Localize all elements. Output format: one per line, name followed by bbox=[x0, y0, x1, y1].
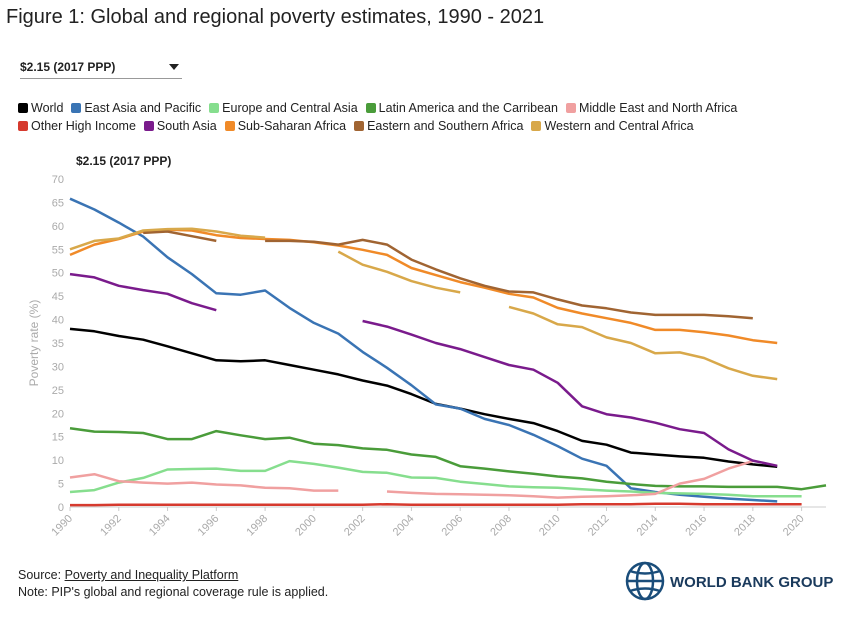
y-tick-label: 25 bbox=[52, 385, 64, 397]
series-line bbox=[69, 459, 802, 498]
y-tick-label: 70 bbox=[52, 174, 64, 186]
series-line bbox=[69, 227, 778, 381]
y-tick-label: 35 bbox=[52, 338, 64, 350]
legend-label: Latin America and the Carribean bbox=[378, 101, 558, 115]
legend-label: Western and Central Africa bbox=[544, 119, 694, 133]
logo: WORLD BANK GROUP bbox=[625, 561, 833, 601]
legend-label: South Asia bbox=[156, 119, 217, 133]
y-tick-label: 40 bbox=[52, 315, 64, 327]
x-tick-label: 1996 bbox=[196, 513, 222, 539]
y-tick-label: 65 bbox=[52, 197, 64, 209]
legend-swatch bbox=[18, 121, 28, 131]
series-line bbox=[69, 272, 778, 468]
legend: World East Asia and Pacific Europe and Cen… bbox=[18, 101, 788, 133]
x-tick-label: 1998 bbox=[244, 513, 270, 539]
series-line bbox=[143, 230, 753, 320]
x-tick-label: 1990 bbox=[49, 513, 75, 539]
y-axis-label: Poverty rate (%) bbox=[27, 300, 41, 387]
legend-item[interactable]: Other High Income bbox=[18, 119, 136, 133]
legend-swatch bbox=[71, 103, 82, 113]
x-tick-label: 2008 bbox=[488, 513, 514, 539]
y-tick-label: 55 bbox=[52, 244, 64, 256]
x-tick-label: 2006 bbox=[440, 513, 466, 539]
y-tick-label: 10 bbox=[52, 455, 64, 467]
series-line bbox=[69, 459, 754, 499]
x-tick-label: 1992 bbox=[98, 513, 124, 539]
legend-label: Europe and Central Asia bbox=[222, 101, 358, 115]
legend-label: Eastern and Southern Africa bbox=[367, 119, 524, 133]
legend-item[interactable]: Middle East and North Africa bbox=[565, 101, 738, 115]
x-tick-label: 2010 bbox=[537, 513, 563, 539]
chart: 0 5 10 15 20 25 30 35 40 45 50 55 60 65 70 1990 1992 1994… bbox=[27, 174, 827, 539]
x-tick-label: 2020 bbox=[781, 513, 807, 539]
legend-swatch bbox=[354, 121, 365, 131]
y-tick-label: 5 bbox=[58, 479, 64, 491]
dropdown-label: $2.15 (2017 PPP) bbox=[20, 60, 116, 74]
series-line bbox=[70, 502, 802, 507]
legend-item[interactable]: East Asia and Pacific bbox=[71, 101, 201, 115]
series-line bbox=[69, 327, 778, 468]
legend-label: Other High Income bbox=[31, 119, 136, 133]
source: Source: Poverty and Inequality Platform bbox=[18, 567, 328, 584]
x-tick-label: 2012 bbox=[586, 513, 612, 539]
y-tick-label: 45 bbox=[52, 291, 64, 303]
legend-label: World bbox=[31, 101, 64, 115]
legend-item[interactable]: World bbox=[18, 101, 63, 115]
source-link[interactable]: Poverty and Inequality Platform bbox=[64, 568, 239, 582]
y-tick-label: 30 bbox=[52, 361, 64, 373]
x-tick-label: 2016 bbox=[683, 513, 709, 539]
series-line bbox=[69, 228, 778, 345]
legend-item[interactable]: South Asia bbox=[143, 119, 217, 133]
legend-swatch bbox=[365, 103, 376, 113]
legend-item[interactable]: Latin America and the Carribean bbox=[365, 101, 558, 115]
series-line bbox=[69, 427, 827, 491]
y-tick-label: 0 bbox=[58, 502, 64, 514]
dropdown-arrow bbox=[169, 64, 179, 70]
logo-globe bbox=[625, 561, 665, 601]
x-tick-label: 2002 bbox=[342, 513, 368, 539]
legend-label: East Asia and Pacific bbox=[84, 101, 202, 115]
legend-item[interactable]: Sub-Saharan Africa bbox=[224, 119, 347, 133]
legend-swatch bbox=[143, 121, 154, 131]
x-tick-label: 2014 bbox=[635, 513, 661, 539]
y-tick-label: 50 bbox=[52, 268, 64, 280]
legend-item[interactable]: Western and Central Africa bbox=[531, 119, 694, 133]
chart-subtitle: $2.15 (2017 PPP) bbox=[76, 154, 172, 168]
legend-swatch bbox=[565, 103, 576, 113]
legend-swatch bbox=[18, 103, 28, 113]
footer: Source: Poverty and Inequality Platform … bbox=[18, 567, 328, 601]
y-tick-label: 20 bbox=[52, 408, 64, 420]
y-tick-label: 60 bbox=[52, 221, 64, 233]
indicator-dropdown[interactable]: $2.15 (2017 PPP) bbox=[20, 56, 182, 79]
legend-item[interactable]: Europe and Central Asia bbox=[209, 101, 358, 115]
legend-swatch bbox=[209, 103, 220, 113]
logo-text: WORLD BANK GROUP bbox=[670, 574, 833, 591]
legend-label: Middle East and North Africa bbox=[578, 101, 738, 115]
x-tick-label: 2000 bbox=[293, 513, 319, 539]
legend-swatch bbox=[531, 121, 542, 131]
x-tick-label: 2004 bbox=[391, 513, 417, 539]
source-prefix: Source: bbox=[18, 568, 62, 582]
legend-swatch bbox=[224, 121, 235, 131]
title: Figure 1: Global and regional poverty es… bbox=[6, 6, 545, 28]
y-tick-label: 15 bbox=[52, 432, 64, 444]
note: Note: PIP's global and regional coverage… bbox=[18, 585, 329, 599]
legend-item[interactable]: Eastern and Southern Africa bbox=[354, 119, 523, 133]
x-tick-label: 1994 bbox=[147, 513, 173, 539]
legend-label: Sub-Saharan Africa bbox=[237, 119, 347, 133]
x-tick-label: 2018 bbox=[732, 513, 758, 539]
